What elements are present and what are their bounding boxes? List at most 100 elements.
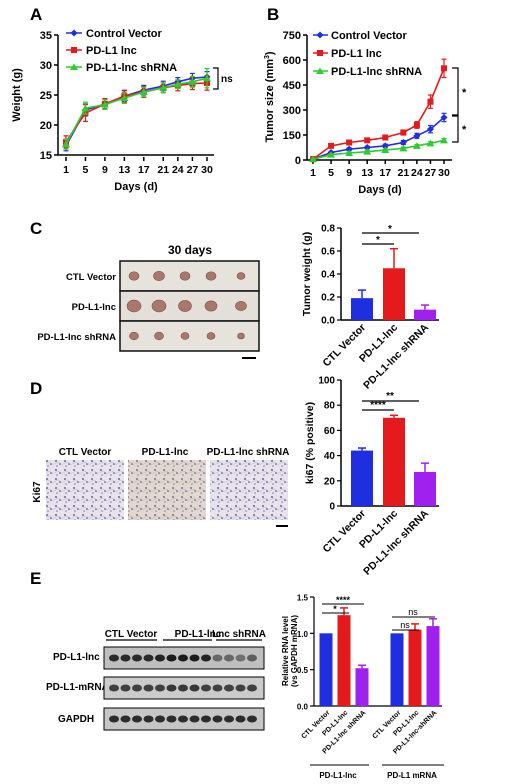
tumor-specimen [180,332,190,340]
y-tick-label: 600 [283,55,301,67]
x-tick-label: 27 [425,167,437,179]
legend-control: Control Vector [331,30,408,42]
legend-shrna: PD-L1-lnc shRNA [86,62,177,74]
tumor-specimen [126,299,142,313]
blot-band [109,654,119,662]
blot-band [189,715,200,723]
bar [408,629,422,706]
sig-mark-2: **** [336,595,351,605]
legend-marker-pdl1 [71,47,77,53]
bar [390,633,404,706]
sig-bracket-upper [452,67,459,116]
blot-band [189,654,200,662]
legend-marker-control [316,31,324,39]
sig-star-upper: * [462,87,467,99]
tumor-photo-panel: 30 days CTL Vector PD-L1-lnc PD-L1-lnc s… [37,243,260,359]
blot-group-ctl: CTL Vector [105,629,158,640]
y-tick-label: 20 [40,120,52,132]
y-tick-label: 30 [40,60,52,72]
blot-band [143,654,154,662]
data-point-shrna [426,139,435,147]
y-axis-label: Weight (g) [11,68,23,122]
data-point-pdl1 [400,129,407,136]
tumor-specimen [178,300,192,312]
data-point-control [413,132,421,140]
data-point-pdl1 [328,142,335,149]
x-axis-label: Days (d) [358,184,402,196]
y-tick-label: 60 [324,426,336,437]
legend-marker-control [70,29,78,37]
photo-title: 30 days [168,243,212,257]
legend-marker-pdl1 [317,50,323,56]
blot-band [212,654,223,662]
y-tick-label: 0.0 [321,316,335,327]
legend: Control Vector PD-L1 lnc PD-L1-lnc shRNA [66,28,177,74]
histo-label-ctl: CTL Vector [59,447,112,458]
x-tick-label: 30 [438,167,450,179]
line-chart-tumor-size: Tumor size (mm3) Days (d) 0 150 300 450 600 7… [264,30,467,196]
row-label-pdl1: PD-L1-lnc [72,302,116,313]
panel-label-c: C [30,219,42,238]
blot-band [166,715,177,723]
x-tick-label: 30 [201,164,213,176]
blot-band [155,684,165,692]
y-tick-label: 450 [283,80,301,92]
blot-band [201,654,211,662]
data-point-shrna [173,80,182,88]
blot-band [235,684,246,692]
blot-band [143,715,154,723]
y-tick-label: 80 [324,401,336,412]
data-point-shrna [120,94,129,101]
legend-pdl1: PD-L1 lnc [331,48,382,60]
blot-band [132,715,142,723]
blot-band [178,684,188,692]
bar [351,450,373,506]
x-tick-label: CTL Vector [321,508,369,556]
blot-band [178,715,188,723]
x-tick-label: 1 [310,167,316,179]
tumor-specimen [236,272,246,280]
data-point-control [426,125,434,133]
x-tick-label: 27 [187,164,199,176]
sig-mark-1: * [333,604,337,614]
bar [383,417,405,506]
data-point-control [440,114,448,121]
data-point-shrna [440,136,448,144]
data-point-pdl1 [427,98,434,105]
x-tick-label: 9 [346,167,352,179]
sig-star-lower: * [462,124,467,136]
sig-mark-2: ** [386,391,394,402]
x-tick-label: 1 [63,164,69,176]
x-tick-label: 5 [83,164,89,176]
x-tick-label: 13 [361,167,373,179]
panel-label-a: A [30,5,42,24]
y-tick-label: 1.0 [297,630,309,639]
blot-band [155,654,165,662]
blot-band [201,684,211,692]
data-point-control [345,145,353,153]
tumor-specimen [153,271,165,281]
legend-marker-shrna [70,63,78,70]
blot-band [247,654,257,662]
histo-image-shrna [210,460,288,520]
blot-band [120,715,131,723]
data-point-shrna [188,78,197,85]
x-tick-label: 21 [157,164,169,176]
legend-control: Control Vector [86,28,163,40]
group-label-mrna: PD-L1 mRNA [387,771,437,780]
y-tick-label: 750 [283,30,301,42]
sig-mark-1: * [376,235,380,246]
bar [319,633,333,706]
y-axis-label-2: (vs GAPDH mRNA) [290,615,299,687]
y-tick-label: 0.8 [321,224,335,235]
sig-mark-4: ns [408,607,418,617]
tumor-specimen [235,301,247,311]
blot-band [247,684,257,692]
blot-band [132,684,142,692]
blot-band [109,715,119,723]
data-point-shrna [309,155,317,163]
x-tick-label: 9 [102,164,108,176]
tumor-specimen [205,271,217,281]
y-tick-label: 0.2 [321,293,335,304]
